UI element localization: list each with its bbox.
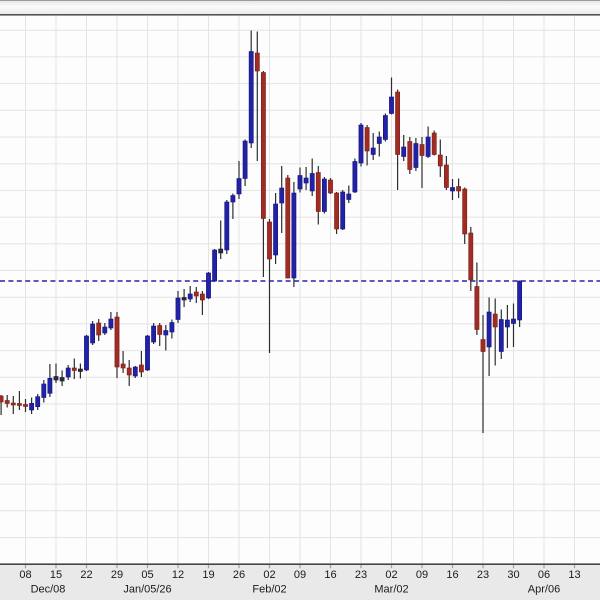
svg-text:09: 09 <box>294 569 306 581</box>
svg-text:Dec/08: Dec/08 <box>31 583 66 595</box>
svg-text:30: 30 <box>507 569 519 581</box>
svg-text:13: 13 <box>568 569 580 581</box>
svg-text:Jan/05/26: Jan/05/26 <box>123 583 171 595</box>
svg-text:09: 09 <box>416 569 428 581</box>
svg-text:06: 06 <box>538 569 550 581</box>
svg-text:23: 23 <box>477 569 489 581</box>
svg-text:02: 02 <box>385 569 397 581</box>
svg-text:02: 02 <box>263 569 275 581</box>
svg-text:Apr/06: Apr/06 <box>528 583 560 595</box>
svg-text:26: 26 <box>233 569 245 581</box>
svg-text:05: 05 <box>141 569 153 581</box>
svg-text:15: 15 <box>50 569 62 581</box>
svg-text:22: 22 <box>80 569 92 581</box>
svg-text:12: 12 <box>172 569 184 581</box>
svg-text:23: 23 <box>355 569 367 581</box>
svg-text:16: 16 <box>324 569 336 581</box>
svg-text:Mar/02: Mar/02 <box>374 583 408 595</box>
svg-text:08: 08 <box>19 569 31 581</box>
svg-text:Feb/02: Feb/02 <box>252 583 286 595</box>
svg-text:16: 16 <box>446 569 458 581</box>
svg-text:19: 19 <box>202 569 214 581</box>
svg-text:29: 29 <box>111 569 123 581</box>
